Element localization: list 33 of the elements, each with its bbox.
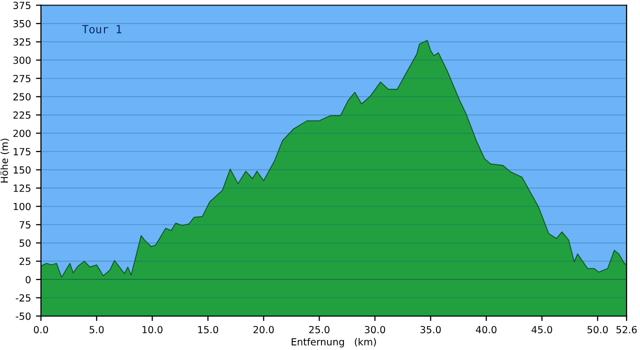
- x-tick-label: 40.0: [476, 326, 496, 334]
- x-tick-label: 25.0: [309, 326, 330, 334]
- x-tick-label: 0.0: [34, 326, 48, 334]
- y-tick-label: 125: [14, 184, 30, 192]
- y-tick-label: 175: [14, 148, 30, 156]
- y-tick-label: 25: [20, 258, 30, 266]
- x-tick-label: 45.0: [532, 326, 552, 334]
- x-axis-title: Entfernung (km): [292, 338, 376, 348]
- x-tick-label: 50.0: [588, 326, 608, 334]
- y-tick-label: 200: [13, 130, 31, 138]
- x-tick-label: 30.0: [364, 326, 386, 334]
- x-tick-label: 10.0: [142, 326, 162, 334]
- y-tick-label: 100: [14, 202, 31, 210]
- y-tick-label: 300: [13, 56, 31, 64]
- y-tick-label: 150: [14, 166, 31, 174]
- y-tick-label: -50: [16, 312, 31, 320]
- y-tick-label: 225: [13, 111, 30, 119]
- x-tick-label: 52.6: [616, 326, 637, 334]
- x-tick-label: 35.0: [420, 326, 441, 334]
- y-tick-label: 350: [13, 20, 31, 28]
- y-tick-label: 375: [13, 2, 30, 10]
- y-axis-title: Höhe (m): [0, 138, 10, 182]
- y-tick-label: 0: [26, 276, 31, 284]
- text: Tour 1: [82, 25, 122, 34]
- x-tick-label: 15.0: [198, 326, 218, 334]
- y-tick-label: 50: [20, 239, 31, 247]
- y-tick-label: 250: [13, 93, 31, 100]
- x-tick-label: 20.0: [254, 326, 274, 334]
- y-tick-label: -25: [16, 294, 30, 302]
- y-tick-label: 75: [20, 221, 30, 228]
- y-tick-label: 325: [13, 38, 30, 46]
- y-tick-label: 275: [13, 74, 30, 82]
- x-tick-label: 5.0: [90, 326, 104, 334]
